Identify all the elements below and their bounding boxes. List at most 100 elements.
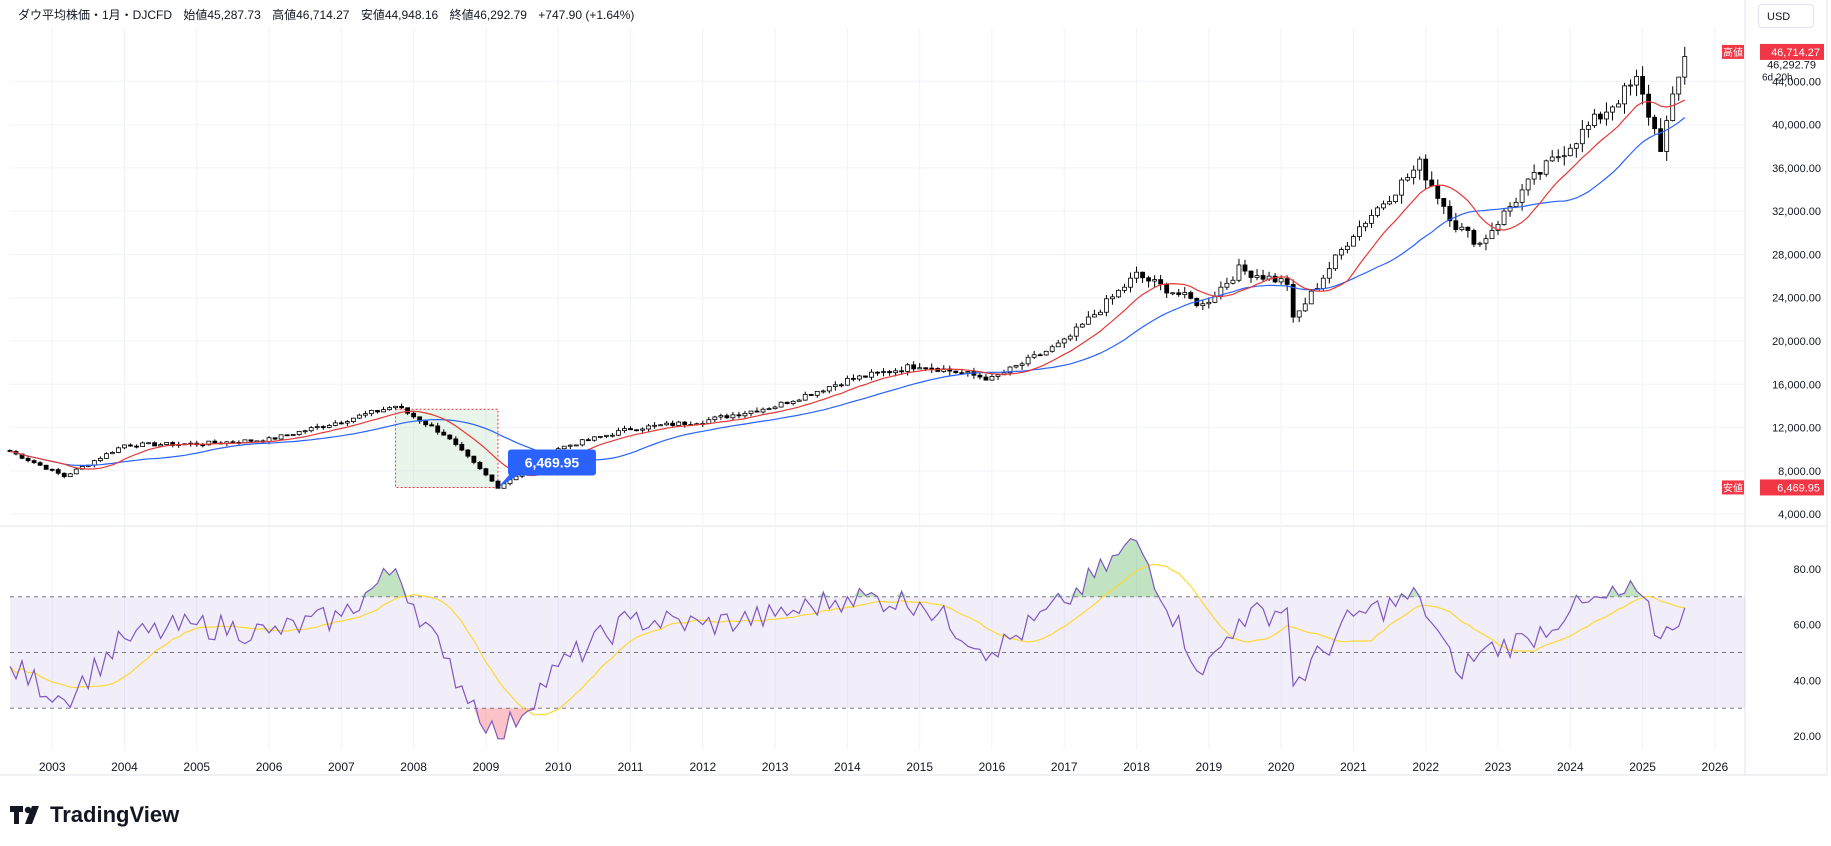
currency-button[interactable]: USD xyxy=(1758,4,1814,28)
high-tag-label: 高値 xyxy=(1723,46,1743,59)
rsi-overbought-fill xyxy=(1094,559,1101,597)
candle-body xyxy=(658,424,664,427)
last-price-label: 46,292.79 xyxy=(1767,59,1816,71)
candle-body xyxy=(344,421,350,424)
candle-body xyxy=(1230,279,1236,284)
candle-body xyxy=(1411,169,1417,178)
candle-body xyxy=(917,367,923,370)
candle-body xyxy=(1567,147,1573,157)
candle-body xyxy=(742,412,748,417)
candle-body xyxy=(381,409,386,413)
high-tag-bg xyxy=(1722,44,1744,59)
candle-body xyxy=(1622,85,1627,105)
candle-body xyxy=(634,429,639,432)
candle-body xyxy=(1164,283,1170,294)
price-range-drawing[interactable] xyxy=(395,408,499,488)
candle-body xyxy=(357,414,362,419)
candle-body xyxy=(929,367,935,370)
close-value: 終値46,292.79 xyxy=(449,8,527,22)
time-tick-label: 2007 xyxy=(328,760,355,774)
candle-body xyxy=(953,370,959,374)
candle-body xyxy=(369,409,374,415)
time-tick-label: 2022 xyxy=(1412,760,1439,774)
candle-body xyxy=(664,422,670,426)
candle-body xyxy=(1122,286,1127,291)
symbol-header: ダウ平均株価・1月・DJCFD 始値45,287.73 高値46,714.27 … xyxy=(18,6,642,23)
time-tick-label: 2026 xyxy=(1702,760,1729,774)
candle-body xyxy=(441,431,447,436)
candle-body xyxy=(1254,275,1260,278)
candle-body xyxy=(1387,201,1392,205)
candle-body xyxy=(248,439,254,442)
candle-body xyxy=(597,436,603,438)
candle-body xyxy=(1320,277,1326,289)
change-value: +747.90 (+1.64%) xyxy=(538,8,635,22)
tradingview-logo-icon xyxy=(10,806,39,824)
candle-body xyxy=(1085,316,1091,325)
candle-body xyxy=(411,412,417,418)
price-tick-label: 32,000.00 xyxy=(1772,206,1821,218)
candle-body xyxy=(1682,56,1688,78)
candle-body xyxy=(447,434,453,440)
candle-body xyxy=(573,444,579,447)
candle-body xyxy=(140,442,145,447)
rsi-overbought-fill xyxy=(365,588,372,597)
candle-body xyxy=(1429,179,1435,187)
candle-body xyxy=(158,444,164,447)
candle-body xyxy=(1495,224,1501,231)
candle-body xyxy=(1531,172,1537,180)
symbol-title[interactable]: ダウ平均株価・1月・DJCFD xyxy=(18,8,173,22)
price-tick-label: 16,000.00 xyxy=(1772,379,1821,391)
candle-body xyxy=(1658,128,1664,152)
candle-body xyxy=(869,371,874,378)
candle-body xyxy=(1441,198,1447,207)
candle-body xyxy=(110,452,115,455)
candle-body xyxy=(1170,292,1176,295)
candle-body xyxy=(857,375,862,380)
time-tick-label: 2009 xyxy=(473,760,500,774)
rsi-oversold-fill xyxy=(479,708,486,734)
candle-body xyxy=(1555,156,1561,159)
time-tick-label: 2019 xyxy=(1195,760,1222,774)
candle-body xyxy=(736,414,742,417)
rsi-overbought-fill xyxy=(371,583,378,597)
time-tick-label: 2016 xyxy=(979,760,1006,774)
price-tick-label: 28,000.00 xyxy=(1772,249,1821,261)
candle-body xyxy=(31,460,37,464)
price-tick-label: 8,000.00 xyxy=(1778,466,1821,478)
time-tick-label: 2006 xyxy=(256,760,283,774)
candle-body xyxy=(1489,230,1495,240)
price-tick-label: 24,000.00 xyxy=(1772,293,1821,305)
candle-body xyxy=(784,401,790,405)
candle-body xyxy=(1591,113,1597,127)
tradingview-logo[interactable]: TradingView xyxy=(10,802,179,828)
candle-body xyxy=(1019,363,1025,366)
candle-body xyxy=(820,390,826,393)
candle-body xyxy=(1140,271,1145,279)
open-value: 始値45,287.73 xyxy=(183,8,261,22)
candle-body xyxy=(128,444,133,447)
candle-body xyxy=(483,468,489,476)
price-tick-label: 12,000.00 xyxy=(1772,423,1821,435)
rsi-overbought-fill xyxy=(395,568,402,597)
candle-body xyxy=(863,375,868,378)
high-value-label: 46,714.27 xyxy=(1771,47,1820,59)
candle-body xyxy=(1537,172,1543,175)
candle-body xyxy=(790,400,796,405)
candle-body xyxy=(1332,254,1338,270)
candle-body xyxy=(1459,226,1465,230)
candle-body xyxy=(760,408,766,413)
candle-body xyxy=(1501,210,1507,225)
low-value-bg xyxy=(1760,479,1824,496)
candle-body xyxy=(278,434,284,440)
candle-body xyxy=(417,416,423,422)
candle-body xyxy=(1302,303,1308,312)
candle-body xyxy=(477,461,483,470)
candle-body xyxy=(471,455,477,463)
candle-body xyxy=(712,416,718,421)
candle-body xyxy=(290,434,296,436)
rsi-overbought-fill xyxy=(1142,553,1149,597)
candle-body xyxy=(1158,279,1164,285)
candle-body xyxy=(1423,158,1429,181)
